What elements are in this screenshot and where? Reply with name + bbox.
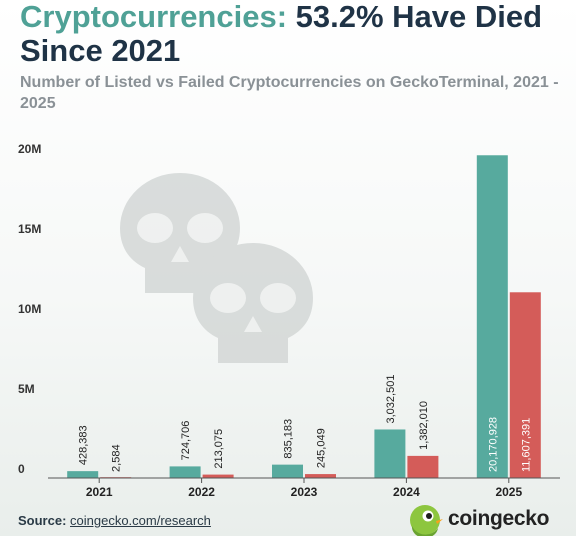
chart-title: Cryptocurrencies: 53.2% Have Died Since …: [20, 0, 576, 68]
source-link[interactable]: coingecko.com/research: [70, 513, 211, 528]
data-label: 3,032,501: [385, 375, 397, 424]
bar-failed: [202, 474, 234, 478]
y-tick-label: 5M: [18, 382, 35, 396]
title-rest: 53.2% Have Died Since 2021: [20, 0, 543, 68]
skull-watermark-icon: [120, 173, 313, 363]
bar-failed: [509, 292, 541, 478]
data-label: 213,075: [213, 429, 225, 469]
bar-listed: [272, 464, 303, 478]
data-label: 2,584: [111, 444, 123, 472]
bar-listed: [67, 471, 99, 478]
source-label: Source:: [18, 513, 71, 528]
bar-listed: [476, 155, 508, 479]
data-label: 11,607,391: [520, 418, 532, 472]
x-tick-label: 2023: [291, 485, 318, 499]
x-tick-label: 2022: [188, 485, 215, 499]
x-tick-label: 2025: [495, 485, 522, 499]
data-label: 245,049: [316, 428, 328, 468]
data-label: 428,383: [78, 425, 90, 465]
bar-listed: [374, 429, 406, 478]
bar-listed: [169, 466, 201, 478]
data-label: 835,183: [283, 419, 295, 459]
data-label: 1,382,010: [418, 401, 430, 450]
y-tick-label: 20M: [18, 142, 41, 156]
x-axis: 2021 2022 2023 2024 2025: [86, 478, 522, 499]
bar-failed: [407, 455, 439, 478]
y-tick-label: 0: [18, 462, 25, 476]
data-label: 20,170,928: [487, 417, 499, 472]
x-tick-label: 2024: [393, 485, 420, 499]
y-tick-label: 10M: [18, 302, 41, 316]
bars: [67, 155, 541, 479]
title-accent: Cryptocurrencies:: [20, 0, 288, 34]
y-axis: 0 5M 10M 15M 20M: [18, 142, 41, 476]
source-note: Source: coingecko.com/research: [18, 513, 211, 528]
x-tick-label: 2021: [86, 485, 113, 499]
chart-subtitle: Number of Listed vs Failed Cryptocurrenc…: [20, 74, 559, 112]
data-label: 724,706: [180, 421, 192, 461]
gecko-logo-icon: [410, 505, 443, 536]
data-labels: 428,383 2,584 724,706 213,075 835,183 245,049…: [78, 375, 533, 472]
brand-name: coingecko: [448, 507, 550, 530]
brand-logo: coingecko: [408, 504, 576, 536]
bar-failed: [305, 474, 336, 478]
y-tick-label: 15M: [18, 222, 41, 236]
